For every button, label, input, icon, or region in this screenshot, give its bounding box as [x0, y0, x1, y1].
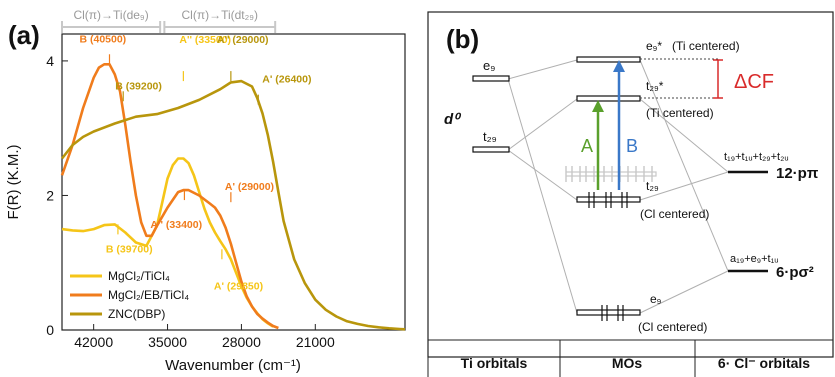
mo-eg-star-note: (Ti centered) [672, 39, 740, 53]
peak-annotation: A'' (33500) [179, 34, 231, 46]
ghost-arrows [565, 166, 657, 182]
mo-levels: e₉* (Ti centered) t₂₉* (Ti centered) t₂₉… [576, 39, 740, 334]
peak-annotation: B (39200) [115, 80, 162, 92]
peak-annotation: A' (29850) [214, 280, 263, 292]
peak-annotation: A'' (33400) [150, 219, 202, 231]
panel-a: (a) Cl(π)→Ti(de₉) Cl(π)→Ti(dt₂₉) 42000 350… [5, 8, 406, 374]
x-axis-label: Wavenumber (cm⁻¹) [165, 357, 301, 374]
arrow-a-label: A [581, 136, 593, 156]
cl-pi-label: t₁₉+t₁ᵤ+t₂₉+t₂ᵤ [724, 151, 789, 163]
mo-t2g-star-level [576, 95, 641, 102]
cl-pi-value: 12·pπ [776, 165, 819, 182]
mo-eg-label: e₉ [650, 292, 662, 306]
panel-b: (b) e₉ t₂₉ d⁰ e₉* (Ti centered) t₂₉* [427, 11, 834, 377]
electron-arrows [588, 192, 628, 321]
mo-t2g-label: t₂₉ [646, 179, 659, 193]
panel-a-label: (a) [8, 20, 40, 50]
series-line-2 [60, 63, 279, 330]
cl-sigma-label: a₁₉+e₉+t₁ᵤ [730, 253, 779, 265]
header-cl-orbitals: 6· Cl⁻ orbitals [718, 355, 810, 371]
mo-eg-level [576, 309, 641, 316]
y-tick-label: 4 [46, 53, 54, 69]
plot-frame [61, 33, 406, 331]
header-ti-orbitals: Ti orbitals [461, 355, 528, 371]
peak-annotation: A' (29000) [225, 181, 274, 193]
series-lines [60, 63, 406, 331]
cl-levels: t₁₉+t₁ᵤ+t₂₉+t₂ᵤ 12·pπ a₁₉+e₉+t₁ᵤ 6·pσ² [724, 151, 819, 281]
ti-levels: e₉ t₂₉ d⁰ [444, 58, 510, 153]
peak-annotation: A'' (29000) [217, 34, 269, 46]
panel-b-label: (b) [446, 24, 479, 54]
x-tick-label: 42000 [74, 334, 113, 350]
mo-t2g-level [576, 196, 641, 203]
crystal-field-splitting: ΔCF [640, 58, 774, 99]
x-tick-label: 28000 [222, 334, 261, 350]
mo-eg-star-level [576, 56, 641, 63]
series-line-3 [60, 79, 406, 331]
ti-eg-label: e₉ [483, 58, 495, 73]
d0-label: d⁰ [444, 111, 462, 128]
transition-arrows: A B [581, 60, 638, 190]
mo-t2g-note: (Cl centered) [640, 207, 709, 221]
cl-sigma-value: 6·pσ² [776, 264, 814, 281]
mo-eg-star-label: e₉* [646, 39, 662, 53]
arrow-b-head [613, 60, 625, 72]
x-tick-label: 35000 [148, 334, 187, 350]
header-mos: MOs [612, 355, 643, 371]
legend-label: MgCl₂/TiCl₄ [108, 269, 170, 283]
legend-label: ZNC(DBP) [108, 307, 165, 321]
arrow-b-label: B [626, 136, 638, 156]
peak-annotation: A' (26400) [262, 74, 311, 86]
legend: MgCl₂/TiCl₄ MgCl₂/EB/TiCl₄ ZNC(DBP) [70, 269, 189, 321]
x-tick-label: 21000 [296, 334, 335, 350]
peak-annotation: B (40500) [79, 33, 126, 45]
legend-label: MgCl₂/EB/TiCl₄ [108, 288, 189, 302]
y-tick-label: 0 [46, 322, 54, 338]
peak-annotation: B (39700) [106, 243, 153, 255]
panel-b-frame [427, 11, 834, 358]
arrow-a-head [592, 100, 604, 112]
delta-cf-label: ΔCF [734, 71, 774, 93]
y-tick-label: 2 [46, 187, 54, 203]
y-axis-label: F(R) (K.M.) [5, 145, 22, 220]
axis-ticks: 42000 35000 28000 21000 0 2 4 [46, 53, 335, 350]
correlation-lines [507, 59, 729, 314]
mo-t2g-star-note: (Ti centered) [646, 106, 714, 120]
transition-brackets: Cl(π)→Ti(de₉) Cl(π)→Ti(dt₂₉) [61, 8, 277, 33]
mo-t2g-star-label: t₂₉* [646, 79, 664, 93]
mo-eg-note: (Cl centered) [638, 320, 707, 334]
ti-t2g-label: t₂₉ [483, 129, 497, 144]
bracket-label: Cl(π)→Ti(de₉) [73, 8, 148, 22]
peak-annotations: B (40500) B (39200) A'' (33500)A'' (29000)… [79, 33, 311, 292]
bracket-label: Cl(π)→Ti(dt₂₉) [181, 8, 258, 22]
